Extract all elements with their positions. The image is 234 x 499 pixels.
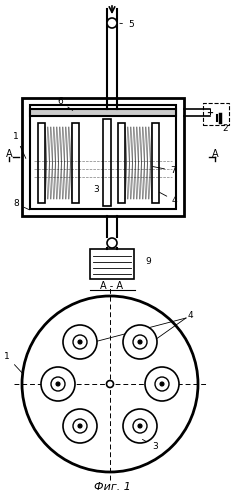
- Text: 5: 5: [120, 20, 134, 29]
- Bar: [30, 105, 176, 209]
- Text: 7: 7: [153, 166, 176, 175]
- Circle shape: [41, 367, 75, 401]
- Circle shape: [145, 367, 179, 401]
- Bar: [22, 98, 184, 216]
- Circle shape: [138, 340, 142, 344]
- Circle shape: [138, 424, 142, 428]
- Circle shape: [160, 382, 164, 386]
- Circle shape: [123, 409, 157, 443]
- Text: 9: 9: [145, 257, 151, 266]
- Text: 1: 1: [4, 352, 23, 374]
- Text: 2: 2: [222, 123, 228, 133]
- Bar: [103, 119, 111, 206]
- Circle shape: [78, 424, 82, 428]
- Text: 4: 4: [187, 311, 193, 320]
- Bar: [30, 109, 176, 116]
- Circle shape: [123, 325, 157, 359]
- Bar: [118, 123, 125, 203]
- Text: А - А: А - А: [100, 281, 124, 291]
- Circle shape: [63, 325, 97, 359]
- Text: +: +: [206, 107, 213, 116]
- Text: 3: 3: [143, 440, 158, 451]
- Text: A: A: [6, 149, 12, 159]
- Bar: [152, 123, 159, 203]
- Text: 3: 3: [93, 185, 99, 194]
- Bar: [38, 123, 45, 203]
- Text: 6: 6: [57, 97, 73, 110]
- Circle shape: [107, 18, 117, 28]
- Bar: [203, 103, 229, 125]
- Text: Фиг. 1: Фиг. 1: [94, 482, 130, 492]
- Circle shape: [106, 381, 113, 388]
- Circle shape: [63, 409, 97, 443]
- Text: 4: 4: [159, 192, 178, 205]
- Text: 8: 8: [13, 199, 29, 210]
- Bar: [90, 249, 134, 279]
- Circle shape: [56, 382, 60, 386]
- Circle shape: [107, 238, 117, 248]
- Text: A: A: [212, 149, 218, 159]
- Text: 1: 1: [13, 132, 26, 159]
- Circle shape: [78, 340, 82, 344]
- Bar: [72, 123, 79, 203]
